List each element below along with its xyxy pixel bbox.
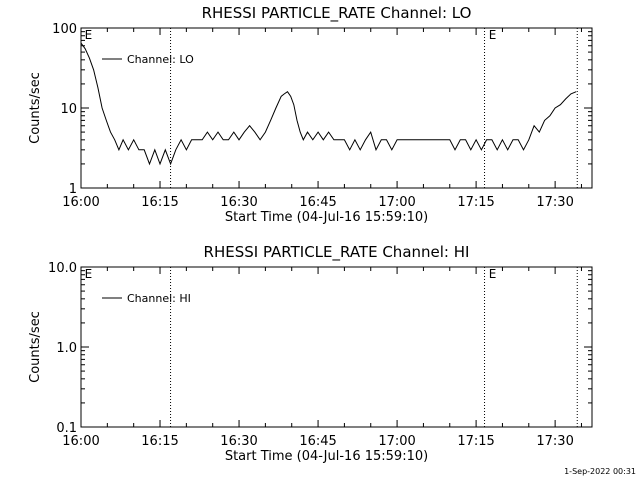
series-line-0 [80, 42, 577, 166]
x-tick-label: 17:30 [536, 434, 573, 449]
x-tick-label: 17:30 [536, 195, 573, 210]
y-tick-label: 10 [60, 102, 77, 117]
y-tick-label: 0.1 [56, 421, 77, 436]
chart-title: RHESSI PARTICLE_RATE Channel: HI [204, 243, 470, 262]
x-tick-label: 17:15 [457, 434, 494, 449]
x-tick-label: 16:00 [62, 434, 99, 449]
plot-frame [80, 27, 593, 189]
event-marker: E [489, 267, 497, 281]
x-tick-label: 17:15 [457, 195, 494, 210]
chart-panel-hi: RHESSI PARTICLE_RATE Channel: HI 16:00 16:… [28, 243, 593, 464]
x-tick-label: 16:15 [141, 195, 178, 210]
y-tick-label: 10.0 [48, 261, 77, 276]
legend-label: Channel: LO [127, 53, 194, 66]
legend-label: Channel: HI [127, 292, 191, 305]
y-tick-label: 100 [52, 22, 77, 37]
x-tick-label: 17:00 [378, 195, 415, 210]
event-marker: E [489, 28, 497, 42]
x-tick-label: 17:00 [378, 434, 415, 449]
x-tick-label: 16:15 [141, 434, 178, 449]
y-axis-label: Counts/sec [28, 311, 43, 383]
y-axis-label: Counts/sec [28, 72, 43, 144]
x-tick-label: 16:00 [62, 195, 99, 210]
x-tick-label: 16:45 [299, 195, 336, 210]
chart-title: RHESSI PARTICLE_RATE Channel: LO [202, 4, 472, 23]
y-tick-label: 1.0 [56, 341, 77, 356]
y-tick-label: 1 [69, 182, 77, 197]
x-axis-label: Start Time (04-Jul-16 15:59:10) [225, 210, 428, 225]
x-axis-label: Start Time (04-Jul-16 15:59:10) [225, 449, 428, 464]
plot-frame [80, 266, 593, 428]
chart-panel-lo: RHESSI PARTICLE_RATE Channel: LO 16:00 16:… [28, 4, 593, 225]
x-tick-label: 16:30 [220, 195, 257, 210]
x-tick-label: 16:45 [299, 434, 336, 449]
event-marker: E [85, 28, 93, 42]
timestamp-label: 1-Sep-2022 00:31 [564, 467, 636, 476]
event-marker: E [85, 267, 93, 281]
x-tick-label: 16:30 [220, 434, 257, 449]
